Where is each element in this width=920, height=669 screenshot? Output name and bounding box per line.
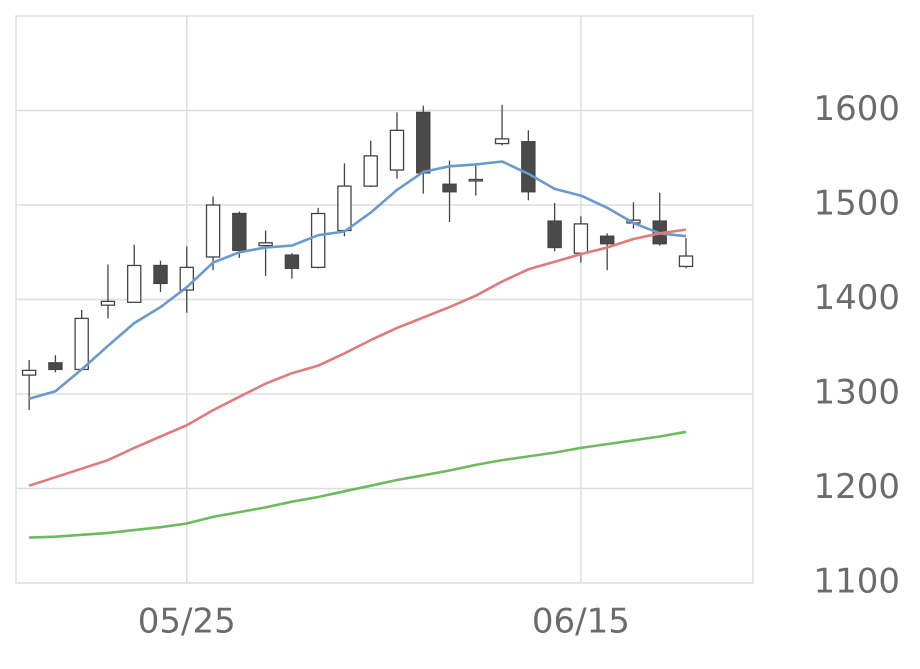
x-tick-label: 06/15	[532, 602, 630, 642]
y-tick-label: 1400	[813, 278, 900, 318]
candle-body	[389, 129, 405, 171]
moving-average-line	[29, 430, 687, 539]
candle-body	[48, 362, 63, 371]
candle-body	[678, 255, 694, 268]
candle-body	[494, 138, 510, 145]
candle-body	[100, 300, 116, 306]
candle-body	[521, 141, 536, 193]
candle-body	[442, 183, 457, 193]
candle-body	[573, 223, 589, 254]
y-tick-label: 1100	[813, 562, 900, 602]
moving-average-line	[28, 160, 687, 400]
candle-body	[153, 264, 168, 285]
candle-body	[547, 220, 562, 249]
candle-body	[337, 185, 352, 232]
candle-body	[205, 204, 221, 258]
candle-body	[363, 155, 378, 187]
moving-average-line	[28, 228, 687, 487]
candle-body	[416, 111, 431, 174]
candle-body	[284, 254, 300, 269]
candle-body	[258, 242, 273, 247]
y-tick-label: 1600	[813, 89, 900, 129]
candle-body	[74, 317, 89, 371]
candle-body	[232, 212, 247, 252]
candle-body	[21, 369, 37, 376]
x-tick-label: 05/25	[138, 602, 236, 642]
candle-body	[599, 235, 615, 245]
candle-body	[127, 264, 142, 303]
y-tick-label: 1500	[813, 184, 900, 224]
y-tick-label: 1200	[813, 467, 900, 507]
candle-body	[468, 178, 484, 182]
candle-body	[310, 212, 326, 269]
y-tick-label: 1300	[813, 373, 900, 413]
